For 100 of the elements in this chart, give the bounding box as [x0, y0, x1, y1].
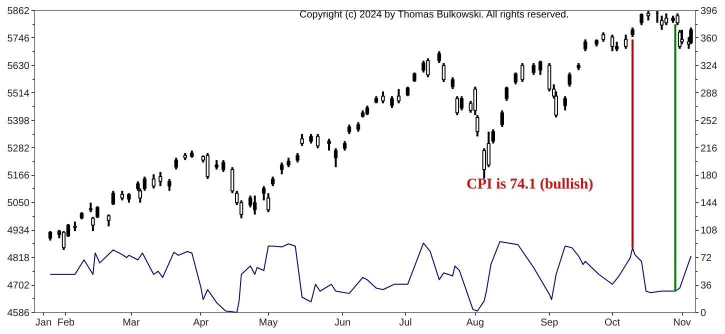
candlestick [486, 130, 491, 168]
candlestick [127, 192, 131, 204]
candlestick [514, 72, 518, 86]
candlestick [168, 178, 172, 192]
candlestick [296, 152, 300, 164]
annotation: Copyright (c) 2024 by Thomas Bulkowski. All rights reserved. [300, 10, 569, 20]
candlestick [630, 26, 634, 38]
candlestick [460, 95, 464, 112]
y-tick-label: 5746 [7, 33, 30, 44]
y-tick-label: 5514 [7, 88, 30, 100]
candlestick [624, 34, 628, 50]
candlestick [174, 156, 178, 171]
y-tick-label: 5398 [7, 116, 30, 127]
y2-tick-label: 180 [700, 170, 718, 182]
candlestick [381, 90, 385, 104]
candlestick [214, 159, 218, 171]
candlestick [111, 190, 116, 206]
y2-tick-label: 252 [700, 116, 718, 127]
y-tick-label: 5282 [7, 143, 30, 154]
y2-tick-label: 216 [700, 143, 718, 154]
x-tick-label: Jul [399, 318, 412, 328]
candlestick [252, 194, 257, 216]
candlestick [660, 14, 664, 31]
x-tick-label: Nov [673, 318, 691, 328]
candlestick [356, 121, 360, 133]
y-tick-label: 4586 [7, 308, 30, 319]
y2-tick-label: 288 [700, 88, 718, 100]
y2-tick-label: 36 [700, 280, 712, 292]
y2-tick-label: 396 [700, 6, 718, 17]
candlestick [48, 230, 52, 242]
candlestick [316, 133, 320, 150]
y-tick-label: 4702 [7, 280, 30, 292]
candlestick [450, 76, 455, 90]
candlestick [406, 86, 410, 98]
candlestick [473, 86, 478, 116]
y2-tick-label: 360 [700, 33, 718, 44]
candlestick [286, 156, 290, 168]
candlestick [91, 216, 95, 232]
candlestick [206, 152, 210, 180]
candlestick [610, 34, 614, 52]
line-series [50, 241, 692, 312]
candlestick [390, 95, 394, 110]
candlestick [437, 50, 442, 64]
y2-tick-label: 0 [700, 308, 706, 319]
candlestick [300, 133, 304, 147]
candlestick [106, 214, 111, 228]
x-tick-label: Feb [57, 318, 76, 328]
candlestick [476, 114, 480, 138]
candlestick [120, 190, 124, 202]
candlestick [248, 194, 252, 208]
y-tick-label: 5166 [7, 170, 30, 182]
candlestick [73, 220, 77, 232]
y-tick-label: 5862 [7, 6, 30, 17]
candlestick [601, 31, 606, 43]
y-tick-label: 4934 [7, 226, 30, 237]
x-tick-label: Jun [334, 318, 351, 328]
y2-tick-label: 108 [700, 226, 718, 237]
x-tick-label: Aug [466, 318, 484, 328]
candlestick [568, 72, 572, 88]
candlestick [334, 147, 338, 168]
y-tick-label: 5050 [7, 198, 30, 210]
candlestick [342, 140, 347, 152]
y2-tick-label: 144 [700, 198, 718, 210]
candlestick [412, 72, 416, 83]
candlestick [640, 12, 644, 26]
candlestick [158, 170, 162, 188]
candlestick [280, 161, 284, 176]
candlestick [680, 28, 684, 46]
candlestick [646, 10, 650, 22]
candlestick [491, 128, 495, 145]
y2-tick-label: 72 [700, 253, 712, 264]
candlestick [563, 95, 567, 112]
candlestick [689, 26, 693, 46]
candlestick [532, 62, 536, 76]
x-tick-label: Sep [540, 318, 559, 328]
candlestick [664, 12, 668, 26]
candlestick [327, 138, 331, 152]
y2-tick-label: 324 [700, 60, 718, 72]
x-tick-label: Jan [35, 318, 52, 328]
candlestick [442, 62, 446, 83]
candlestick [96, 205, 100, 220]
candlestick [548, 62, 552, 92]
x-tick-label: Apr [193, 318, 210, 328]
candlestick [520, 62, 524, 83]
candlestick [583, 38, 588, 52]
y-tick-label: 5630 [7, 60, 30, 72]
candlestick [88, 202, 93, 214]
candlestick [504, 86, 508, 102]
candlestick [230, 166, 234, 194]
x-tick-label: May [258, 318, 278, 328]
candlestick [347, 124, 352, 136]
y-tick-label: 4818 [7, 253, 30, 264]
annotation: CPI is 74.1 (bullish) [466, 176, 594, 192]
candlestick [309, 133, 313, 145]
candlestick [396, 88, 401, 104]
candlestick [500, 109, 504, 128]
candlestick [455, 95, 460, 116]
x-tick-label: Mar [122, 318, 140, 328]
x-tick-label: Oct [604, 318, 620, 328]
candlestick [538, 60, 542, 76]
